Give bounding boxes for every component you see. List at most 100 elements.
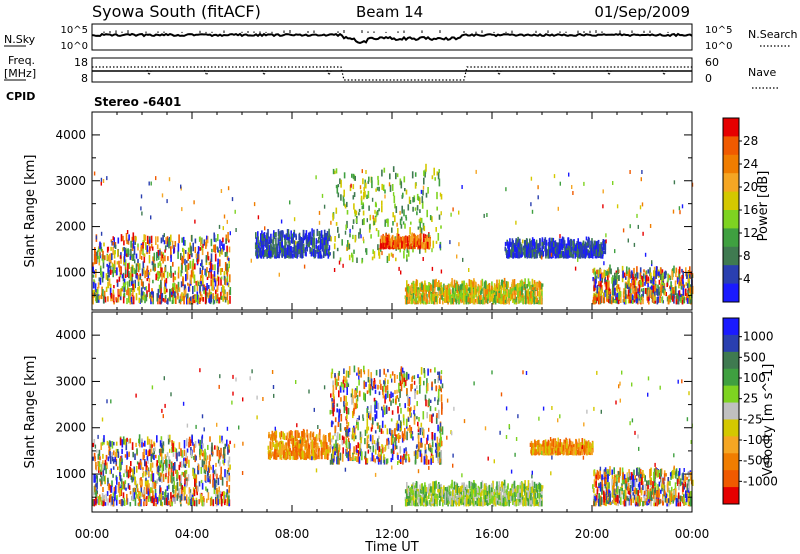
echo-cell	[112, 294, 115, 303]
echo-cell	[174, 462, 176, 471]
echo-cell	[420, 228, 423, 235]
echo-cell	[302, 230, 305, 239]
echo-cell	[117, 485, 120, 493]
echo-cell	[421, 294, 423, 300]
echo-cell	[228, 456, 231, 463]
echo-cell	[526, 246, 528, 255]
echo-cell	[533, 252, 536, 259]
echo-cell	[536, 249, 538, 259]
echo-cell	[579, 251, 582, 259]
echo-cell	[303, 450, 305, 456]
echo-cell	[565, 244, 568, 248]
echo-cell	[140, 194, 143, 199]
echo-cell	[136, 272, 138, 278]
echo-cell	[227, 267, 229, 272]
echo-cell	[93, 452, 96, 459]
echo-cell	[674, 280, 677, 289]
echo-cell	[559, 246, 561, 255]
echo-cell	[165, 466, 168, 475]
echo-cell	[262, 240, 265, 249]
echo-cell	[135, 270, 137, 279]
echo-cell	[332, 168, 335, 175]
echo-cell	[645, 270, 648, 275]
echo-cell	[400, 224, 403, 229]
echo-cell	[467, 296, 470, 303]
echo-cell	[182, 256, 185, 264]
echo-cell	[184, 258, 186, 266]
echo-cell	[207, 473, 209, 482]
echo-cell	[609, 300, 611, 304]
echo-cell	[529, 281, 531, 290]
echo-cell	[670, 289, 673, 294]
echo-cell	[194, 295, 196, 300]
echo-cell	[358, 208, 361, 212]
echo-cell	[100, 267, 102, 276]
colorbar-tick-label: 20	[743, 180, 758, 194]
echo-cell	[653, 270, 655, 280]
echo-cell	[423, 177, 425, 185]
echo-cell	[410, 285, 412, 292]
echo-cell	[93, 439, 96, 447]
echo-cell	[95, 483, 97, 488]
echo-cell	[132, 253, 135, 261]
echo-cell	[112, 466, 115, 470]
echo-cell	[225, 473, 228, 480]
echo-cell	[415, 242, 418, 247]
echo-cell	[310, 251, 313, 257]
echo-cell	[567, 237, 570, 246]
echo-cell	[145, 286, 148, 291]
echo-cell	[585, 249, 587, 257]
echo-cell	[335, 222, 338, 226]
echo-cell	[637, 288, 640, 294]
echo-cell	[193, 285, 196, 292]
echo-cell	[153, 252, 156, 262]
echo-cell	[637, 295, 640, 299]
echo-cell	[573, 246, 576, 251]
echo-cell	[513, 288, 515, 296]
echo-cell	[108, 269, 110, 278]
echo-cell	[142, 247, 144, 256]
echo-cell	[300, 241, 302, 247]
echo-cell	[187, 498, 189, 503]
echo-cell	[181, 485, 184, 490]
echo-cell	[221, 491, 224, 496]
echo-cell	[561, 236, 564, 246]
echo-cell	[615, 297, 618, 304]
echo-cell	[184, 463, 187, 468]
echo-cell	[122, 296, 125, 304]
echo-cell	[421, 283, 423, 291]
echo-cell	[183, 284, 186, 291]
echo-cell	[201, 436, 203, 445]
echo-cell	[97, 453, 100, 460]
echo-cell	[419, 217, 422, 222]
echo-cell	[472, 281, 474, 288]
echo-cell	[496, 298, 499, 303]
echo-cell	[116, 279, 119, 287]
echo-cell	[176, 481, 179, 491]
echo-cell	[147, 480, 149, 487]
echo-cell	[158, 272, 161, 278]
echo-cell	[625, 276, 627, 280]
echo-cell	[433, 297, 436, 305]
echo-cell	[462, 294, 465, 301]
echo-cell	[530, 202, 532, 207]
echo-cell	[187, 252, 189, 261]
echo-cell	[93, 491, 95, 496]
echo-cell	[134, 476, 136, 486]
echo-cell	[391, 245, 393, 249]
echo-cell	[290, 230, 292, 237]
echo-cell	[122, 247, 124, 252]
echo-cell	[131, 273, 133, 282]
echo-cell	[200, 281, 202, 285]
echo-cell	[167, 256, 169, 261]
echo-cell	[228, 495, 230, 504]
echo-cell	[129, 466, 132, 473]
echo-cell	[100, 501, 103, 505]
echo-cell	[169, 296, 171, 302]
echo-cell	[134, 453, 136, 460]
echo-cell	[95, 497, 97, 506]
echo-cell	[271, 430, 274, 438]
echo-cell	[408, 286, 411, 290]
colorbar-segment	[723, 118, 739, 137]
echo-cell	[518, 242, 521, 250]
